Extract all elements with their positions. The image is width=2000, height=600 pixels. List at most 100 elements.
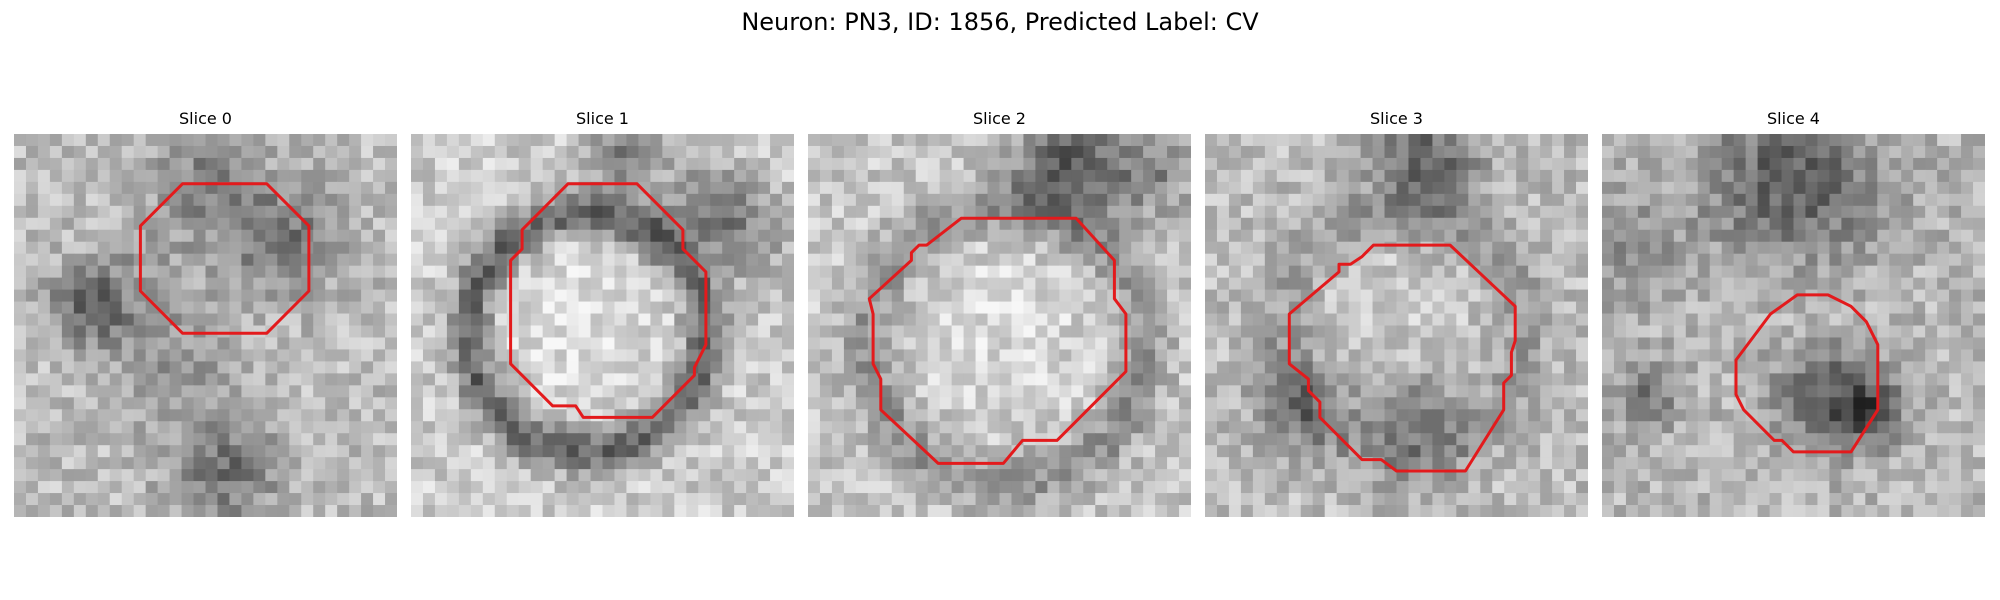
pixel <box>1817 157 1831 171</box>
pixel <box>1877 205 1890 219</box>
pixel <box>217 229 231 243</box>
pixel <box>1432 169 1445 183</box>
pixel <box>915 421 929 434</box>
pixel <box>181 169 195 183</box>
pixel <box>1901 337 1914 351</box>
pixel <box>1155 421 1168 434</box>
pixel <box>1360 361 1374 374</box>
pixel <box>1552 505 1565 517</box>
pixel <box>987 361 1001 374</box>
pixel <box>1528 349 1541 363</box>
pixel <box>782 253 794 267</box>
pixel <box>506 409 520 422</box>
pixel <box>61 277 75 291</box>
pixel <box>1673 217 1687 231</box>
pixel <box>169 241 183 255</box>
pixel <box>85 469 99 482</box>
pixel <box>1576 289 1588 303</box>
pixel <box>1613 421 1627 434</box>
pixel <box>1697 313 1711 327</box>
pixel <box>710 253 723 267</box>
pixel <box>831 445 845 458</box>
pixel <box>181 433 195 446</box>
pixel <box>698 145 711 159</box>
pixel <box>193 457 207 470</box>
pixel <box>1444 157 1457 171</box>
pixel <box>1408 217 1422 231</box>
pixel <box>385 421 397 434</box>
pixel <box>1757 337 1771 351</box>
pixel <box>411 409 424 422</box>
pixel <box>1372 265 1386 279</box>
pixel <box>1468 205 1481 219</box>
pixel <box>145 337 159 351</box>
pixel <box>927 157 941 171</box>
pixel <box>205 493 219 506</box>
pixel <box>277 205 290 219</box>
pixel <box>915 265 929 279</box>
pixel <box>1360 229 1374 243</box>
pixel <box>734 229 747 243</box>
pixel <box>566 169 580 183</box>
pixel <box>361 409 374 422</box>
pixel <box>1240 373 1254 386</box>
pixel <box>879 469 893 482</box>
pixel <box>1167 253 1180 267</box>
pixel <box>1564 397 1577 410</box>
pixel <box>1095 457 1108 470</box>
pixel <box>1781 313 1795 327</box>
pixel <box>843 397 857 410</box>
pixel <box>109 253 123 267</box>
pixel <box>229 169 243 183</box>
pixel <box>301 457 314 470</box>
pixel <box>518 277 532 291</box>
pixel <box>1252 217 1266 231</box>
pixel <box>1925 421 1938 434</box>
pixel <box>1697 134 1711 147</box>
pixel <box>1613 265 1627 279</box>
pixel <box>1372 469 1386 482</box>
pixel <box>1685 217 1699 231</box>
pixel <box>1348 325 1362 339</box>
pixel <box>819 193 833 207</box>
pixel <box>674 205 687 219</box>
pixel <box>1324 169 1338 183</box>
pixel <box>626 193 640 207</box>
pixel <box>49 134 63 147</box>
pixel <box>1396 481 1410 494</box>
pixel <box>722 265 735 279</box>
pixel <box>1011 349 1025 363</box>
pixel <box>698 445 711 458</box>
pixel <box>927 505 941 517</box>
pixel <box>61 181 75 195</box>
pixel <box>1829 217 1842 231</box>
pixel <box>722 313 735 327</box>
pixel <box>927 313 941 327</box>
pixel <box>1336 493 1350 506</box>
pixel <box>85 301 99 315</box>
pixel <box>434 409 448 422</box>
pixel <box>1709 397 1723 410</box>
pixel <box>506 469 520 482</box>
pixel <box>422 433 436 446</box>
pixel <box>638 457 651 470</box>
pixel <box>963 397 977 410</box>
pixel <box>746 373 759 386</box>
pixel <box>987 181 1001 195</box>
pixel <box>1083 469 1096 482</box>
pixel <box>662 229 675 243</box>
pixel <box>1360 385 1374 398</box>
pixel <box>1853 361 1866 374</box>
pixel <box>614 373 628 386</box>
pixel <box>1961 433 1974 446</box>
pixel <box>1817 265 1831 279</box>
pixel <box>1925 289 1938 303</box>
pixel <box>782 289 794 303</box>
pixel <box>458 265 472 279</box>
pixel <box>1528 457 1541 470</box>
pixel <box>686 181 699 195</box>
pixel <box>1745 205 1759 219</box>
pixel <box>975 325 989 339</box>
pixel <box>289 289 302 303</box>
pixel <box>819 445 833 458</box>
